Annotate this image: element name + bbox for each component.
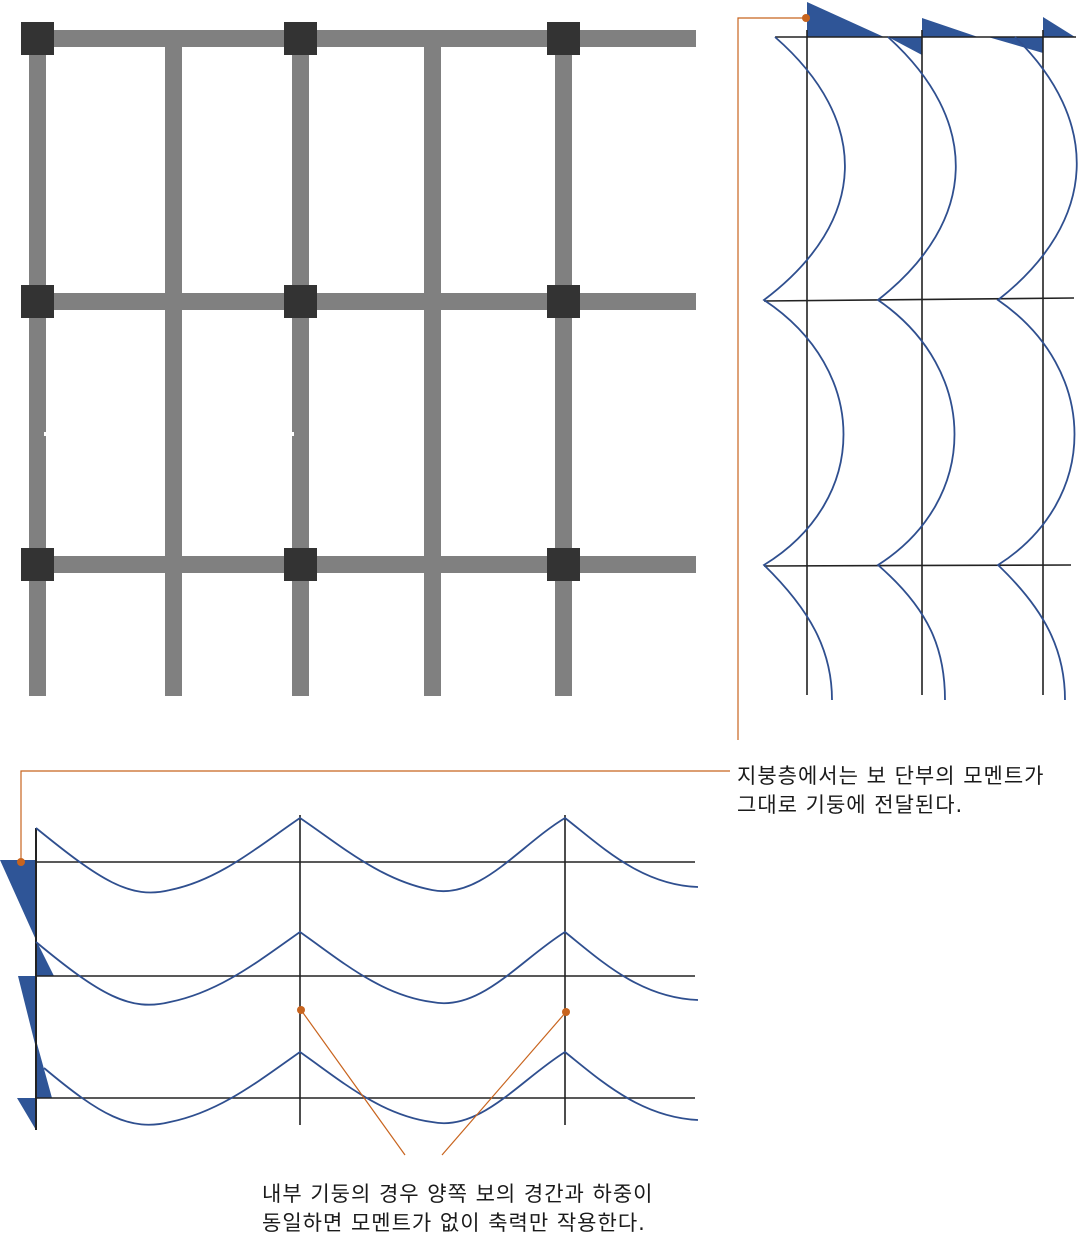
beam-moment-curve bbox=[35, 816, 699, 894]
plan-notch-mid bbox=[290, 432, 294, 436]
exterior-column-moment bbox=[0, 860, 36, 940]
plan-column-node bbox=[547, 22, 580, 55]
plan-column-line-5 bbox=[555, 30, 572, 696]
plan-column-node bbox=[284, 22, 317, 55]
roof-note-line-2: 그대로 기둥에 전달된다. bbox=[737, 793, 964, 817]
interior-note-leader-top bbox=[20, 770, 730, 862]
plan-beam-line-4 bbox=[424, 30, 441, 696]
plan-notch-left bbox=[44, 432, 48, 436]
exterior-column-moment bbox=[18, 976, 36, 1048]
exterior-column-moment bbox=[36, 940, 54, 976]
exterior-leader-dot bbox=[17, 858, 25, 866]
roof-moment-note: 지붕층에서는 보 단부의 모멘트가 그대로 기둥에 전달된다. bbox=[737, 762, 1045, 820]
column-moment-curve bbox=[996, 36, 1078, 701]
plan-column-line-3 bbox=[292, 30, 309, 696]
floor-beam-line bbox=[763, 564, 1072, 567]
plan-beam-line-2 bbox=[165, 30, 182, 696]
column-moment-curve bbox=[876, 36, 957, 701]
plan-girder-row-1 bbox=[29, 30, 696, 47]
interior-note-leader bbox=[300, 1009, 406, 1156]
interior-note-line-2: 동일하면 모멘트가 없이 축력만 작용한다. bbox=[262, 1211, 646, 1235]
interior-note-line-1: 내부 기둥의 경우 양쪽 보의 경간과 하중이 bbox=[262, 1182, 654, 1206]
interior-column-note: 내부 기둥의 경우 양쪽 보의 경간과 하중이 동일하면 모멘트가 없이 축력만… bbox=[262, 1180, 654, 1238]
plan-column-node bbox=[21, 22, 54, 55]
column-moment-curve bbox=[762, 36, 846, 701]
plan-column-line-1 bbox=[29, 30, 46, 696]
interior-leader-dot bbox=[562, 1008, 570, 1016]
plan-column-node bbox=[21, 285, 54, 318]
plan-column-node bbox=[21, 548, 54, 581]
interior-note-leader bbox=[441, 1011, 567, 1156]
plan-column-node bbox=[284, 548, 317, 581]
roof-moment-triangle bbox=[1043, 17, 1075, 37]
annotation-leaders bbox=[20, 17, 806, 1156]
floor-beam-line bbox=[763, 297, 1075, 302]
interior-leader-dot bbox=[297, 1006, 305, 1014]
roof-moment-triangle bbox=[922, 18, 978, 37]
roof-note-line-1: 지붕층에서는 보 단부의 모멘트가 bbox=[737, 764, 1045, 788]
exterior-column-moment bbox=[17, 1098, 36, 1130]
plan-column-node bbox=[284, 285, 317, 318]
plan-girder-row-2 bbox=[29, 293, 696, 310]
floor-plan-grid bbox=[21, 22, 696, 696]
roof-moment-triangle bbox=[807, 2, 884, 37]
plan-girder-row-3 bbox=[29, 556, 696, 573]
column-moment-diagram bbox=[762, 2, 1078, 701]
plan-column-node bbox=[547, 285, 580, 318]
roof-note-leader bbox=[737, 17, 806, 740]
roof-leader-dot bbox=[802, 14, 810, 22]
beam-moment-curve bbox=[35, 930, 699, 1006]
roof-moment-triangle bbox=[888, 37, 922, 55]
plan-column-node bbox=[547, 548, 580, 581]
beam-moment-curve bbox=[43, 1050, 699, 1126]
roof-moment-triangle bbox=[988, 37, 1043, 53]
beam-moment-diagram bbox=[0, 815, 699, 1130]
